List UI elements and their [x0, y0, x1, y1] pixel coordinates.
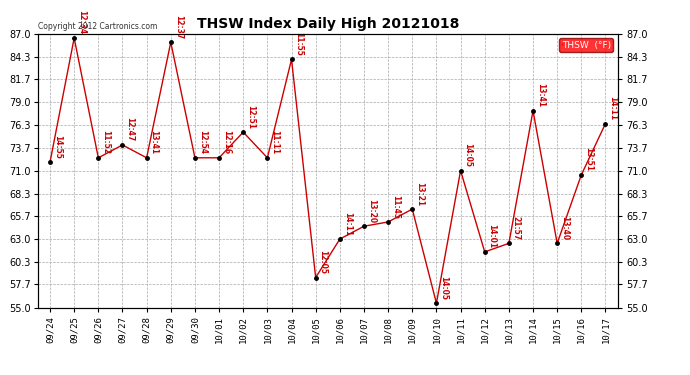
Text: 11:45: 11:45	[391, 195, 400, 219]
Text: 11:55: 11:55	[295, 32, 304, 56]
Text: 12:47: 12:47	[126, 117, 135, 141]
Text: 14:05: 14:05	[440, 276, 449, 300]
Title: THSW Index Daily High 20121018: THSW Index Daily High 20121018	[197, 17, 459, 31]
Text: 13:51: 13:51	[584, 147, 593, 171]
Text: 14:55: 14:55	[53, 135, 62, 159]
Text: 14:05: 14:05	[464, 143, 473, 167]
Text: 13:21: 13:21	[415, 182, 424, 206]
Text: 11:11: 11:11	[270, 130, 279, 154]
Text: Copyright 2012 Cartronics.com: Copyright 2012 Cartronics.com	[38, 22, 157, 31]
Text: 12:51: 12:51	[246, 105, 255, 129]
Text: 11:52: 11:52	[101, 130, 110, 154]
Text: 13:20: 13:20	[367, 199, 376, 223]
Text: 12:54: 12:54	[198, 130, 207, 154]
Text: 12:05: 12:05	[319, 250, 328, 274]
Text: 12:37: 12:37	[174, 15, 183, 39]
Text: 14:11: 14:11	[609, 96, 618, 120]
Text: 13:41: 13:41	[536, 83, 545, 107]
Legend: THSW  (°F): THSW (°F)	[560, 38, 613, 52]
Text: 12:34: 12:34	[77, 10, 86, 34]
Text: 14:11: 14:11	[343, 211, 352, 236]
Text: 13:41: 13:41	[150, 130, 159, 154]
Text: 12:16: 12:16	[222, 130, 231, 154]
Text: 13:40: 13:40	[560, 216, 569, 240]
Text: 14:01: 14:01	[488, 224, 497, 249]
Text: 21:57: 21:57	[512, 216, 521, 240]
